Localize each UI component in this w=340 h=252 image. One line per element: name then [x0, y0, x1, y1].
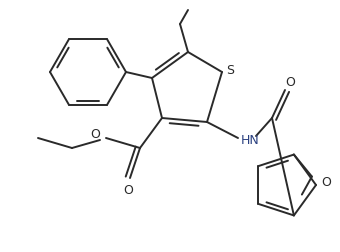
- Text: O: O: [90, 129, 100, 142]
- Text: O: O: [285, 76, 295, 88]
- Text: O: O: [321, 176, 331, 190]
- Text: S: S: [226, 65, 234, 78]
- Text: O: O: [123, 183, 133, 197]
- Text: HN: HN: [241, 134, 260, 146]
